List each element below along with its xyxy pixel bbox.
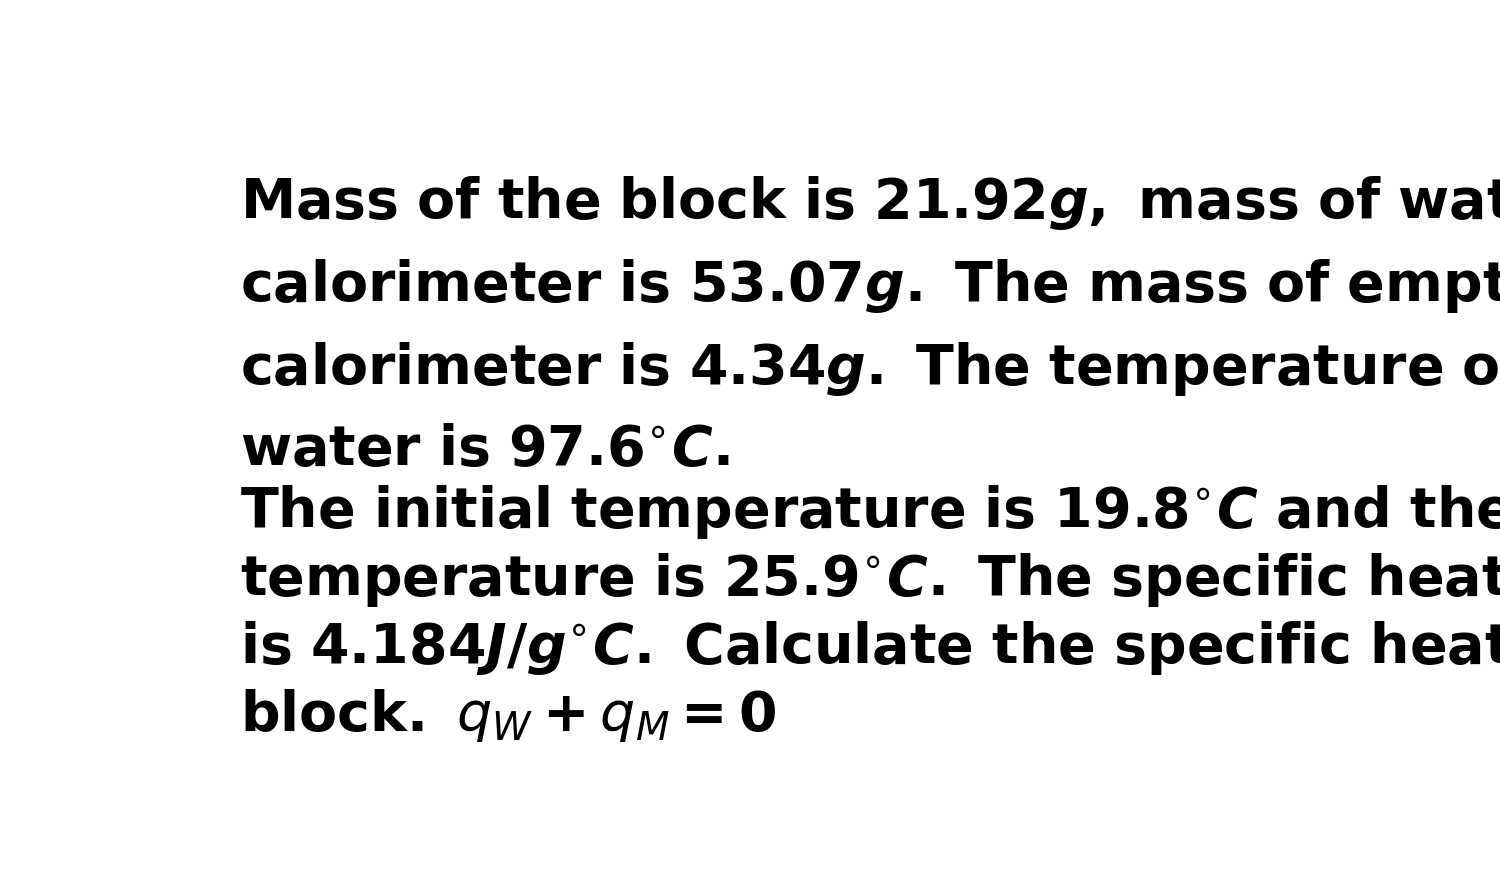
Text: $\mathbf{water\ is\ }\mathbf{97.6}^{\circ}\boldsymbol{C}\mathbf{.}$: $\mathbf{water\ is\ }\mathbf{97.6}^{\cir… — [240, 424, 729, 477]
Text: $\mathbf{is\ }\mathbf{4.184}\boldsymbol{J/g}^{\circ}\boldsymbol{C}\mathbf{.\ Cal: $\mathbf{is\ }\mathbf{4.184}\boldsymbol{… — [240, 619, 1500, 677]
Text: $\mathbf{calorimeter\ is\ }\mathbf{4.34}\boldsymbol{g}\mathbf{.\ The\ temperatur: $\mathbf{calorimeter\ is\ }\mathbf{4.34}… — [240, 340, 1500, 399]
Text: $\mathbf{calorimeter\ is\ }\mathbf{53.07}\boldsymbol{g}\mathbf{.\ The\ mass\ of\: $\mathbf{calorimeter\ is\ }\mathbf{53.07… — [240, 257, 1500, 315]
Text: $\mathbf{Mass\ of\ the\ block\ is\ }\mathbf{21.92}\boldsymbol{g}\mathbf{,\ mass\: $\mathbf{Mass\ of\ the\ block\ is\ }\mat… — [240, 174, 1500, 232]
Text: $\mathbf{temperature\ is\ }\mathbf{25.9}^{\circ}\boldsymbol{C}\mathbf{.\ The\ sp: $\mathbf{temperature\ is\ }\mathbf{25.9}… — [240, 551, 1500, 610]
Text: $\mathbf{block.\ }\boldsymbol{q_W + q_M = 0}$: $\mathbf{block.\ }\boldsymbol{q_W + q_M … — [240, 687, 776, 744]
Text: $\mathbf{The\ initial\ temperature\ is\ }\mathbf{19.8}^{\circ}\boldsymbol{C}\mat: $\mathbf{The\ initial\ temperature\ is\ … — [240, 483, 1500, 542]
